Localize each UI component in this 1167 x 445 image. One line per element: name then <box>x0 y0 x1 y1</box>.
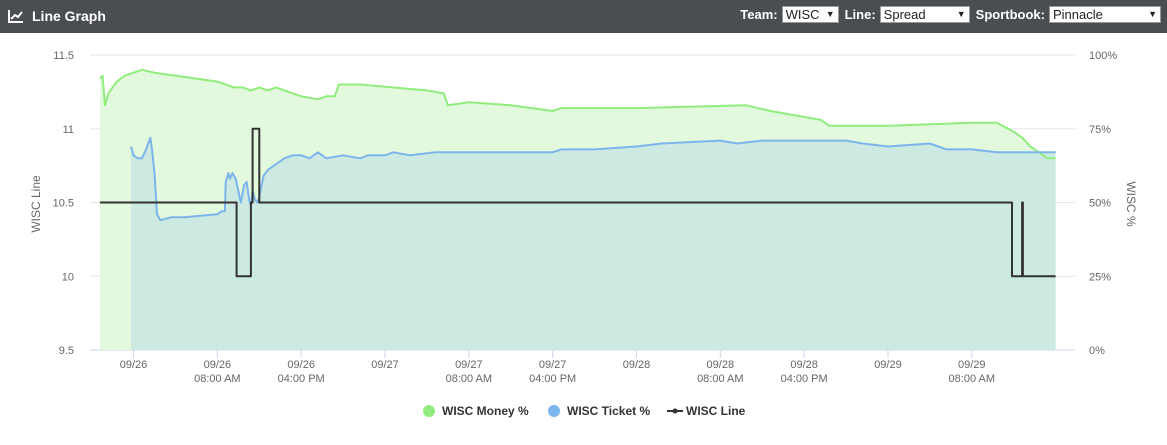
x-tick-label: 09/26 <box>120 359 148 371</box>
x-tick-label: 09/26 <box>287 359 315 371</box>
x-tick-sublabel: 08:00 AM <box>697 373 743 385</box>
chevron-down-icon: ▼ <box>956 9 966 19</box>
x-tick-label: 09/27 <box>539 359 567 371</box>
line-chart-icon <box>8 10 23 23</box>
y2-tick-label: 75% <box>1089 124 1111 136</box>
x-axis: 09/26 09/26 08:00 AM 09/26 04:00 PM 09/27 09/2… <box>120 350 995 385</box>
x-tick-sublabel: 04:00 PM <box>529 373 576 385</box>
y2-tick-label: 25% <box>1089 271 1111 283</box>
sportsbook-select[interactable]: Pinnacle ▼ <box>1049 6 1161 23</box>
page-title: Line Graph <box>32 8 106 24</box>
series-area <box>131 137 1056 350</box>
y-axis-title: WISC Line <box>29 175 43 233</box>
y-tick-label: 9.5 <box>59 345 74 357</box>
legend-label: WISC Line <box>686 404 746 418</box>
x-tick-sublabel: 04:00 PM <box>278 373 325 385</box>
y-axis-left: 11.5 11 10.5 10 9.5 <box>53 50 74 357</box>
y-tick-label: 10.5 <box>53 198 74 210</box>
y2-tick-label: 100% <box>1089 50 1117 62</box>
y-tick-label: 11.5 <box>53 50 74 62</box>
x-tick-label: 09/29 <box>874 359 902 371</box>
y-tick-label: 10 <box>62 271 74 283</box>
legend-label: WISC Money % <box>442 404 529 418</box>
y-tick-label: 11 <box>63 124 74 136</box>
area-fills <box>100 69 1056 351</box>
legend: WISC Money % WISC Ticket % WISC Line <box>423 404 746 418</box>
header-bar: Line Graph Team: WISC ▼ Line: Spread ▼ S… <box>0 0 1167 33</box>
series-line <box>100 127 1056 278</box>
y2-axis-title: WISC % <box>1124 181 1138 227</box>
chevron-down-icon: ▼ <box>825 9 835 19</box>
y2-tick-label: 0% <box>1089 345 1105 357</box>
series-line <box>130 136 1056 222</box>
y2-tick-label: 50% <box>1089 198 1111 210</box>
series-lines <box>99 68 1056 278</box>
x-tick-label: 09/27 <box>455 359 483 371</box>
x-tick-label: 09/28 <box>790 359 818 371</box>
filter-controls: Team: WISC ▼ Line: Spread ▼ Sportbook: P… <box>734 6 1161 23</box>
x-tick-sublabel: 08:00 AM <box>949 373 995 385</box>
line-select-value: Spread <box>883 7 926 22</box>
legend-symbol <box>672 408 678 414</box>
team-select[interactable]: WISC ▼ <box>781 6 839 23</box>
team-select-value: WISC <box>785 7 820 22</box>
legend-symbol <box>423 405 435 417</box>
x-tick-label: 09/28 <box>623 359 651 371</box>
legend-symbol <box>548 405 560 417</box>
y-axis-right: 100% 75% 50% 25% 0% <box>1089 50 1117 357</box>
series-line <box>99 68 1056 160</box>
x-tick-label: 09/27 <box>371 359 399 371</box>
line-label: Line: <box>844 7 876 22</box>
sportsbook-select-value: Pinnacle <box>1053 7 1103 22</box>
x-tick-label: 09/29 <box>958 359 986 371</box>
x-tick-label: 09/28 <box>707 359 735 371</box>
legend-label: WISC Ticket % <box>567 404 650 418</box>
line-select[interactable]: Spread ▼ <box>879 6 970 23</box>
x-tick-sublabel: 08:00 AM <box>446 373 492 385</box>
chevron-down-icon: ▼ <box>1148 9 1157 19</box>
x-tick-sublabel: 04:00 PM <box>781 373 828 385</box>
sportsbook-label: Sportbook: <box>975 7 1045 22</box>
team-label: Team: <box>740 7 778 22</box>
x-tick-sublabel: 08:00 AM <box>194 373 240 385</box>
x-tick-label: 09/26 <box>204 359 232 371</box>
title-group: Line Graph <box>8 8 106 24</box>
